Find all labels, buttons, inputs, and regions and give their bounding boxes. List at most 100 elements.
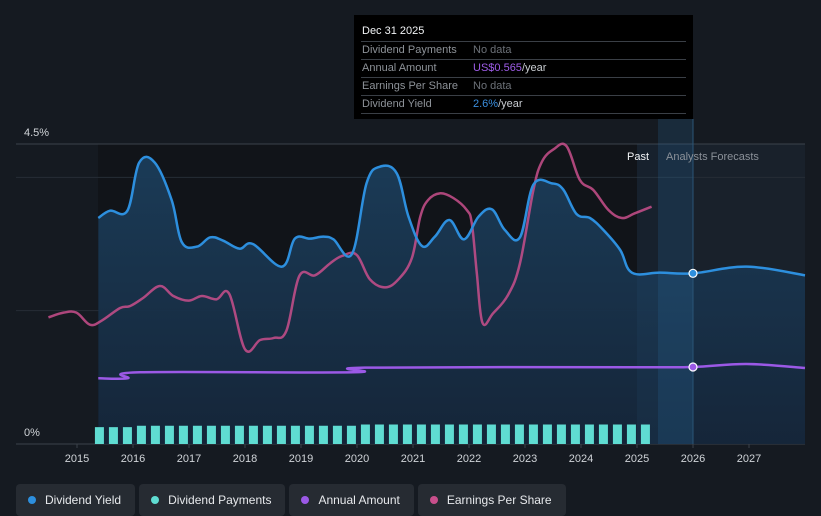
x-tick-label: 2019	[289, 453, 313, 465]
dividend-payment-bar[interactable]	[430, 424, 440, 445]
dividend-payment-bar[interactable]	[136, 425, 146, 444]
annual-amount-marker	[688, 362, 698, 372]
tooltip-row-dividend-yield: Dividend Yield 2.6%/year	[361, 96, 686, 114]
tooltip: Dec 31 2025 Dividend Payments No data An…	[354, 15, 693, 119]
dividend-payment-bar[interactable]	[150, 425, 160, 444]
legend: Dividend Yield Dividend Payments Annual …	[16, 484, 566, 516]
x-tick-label: 2027	[737, 453, 761, 465]
dividend-payment-bar[interactable]	[598, 424, 608, 445]
y-tick-label-zero: 0%	[24, 427, 40, 439]
dividend-payment-bar[interactable]	[108, 427, 118, 444]
dividend-payment-bar[interactable]	[248, 425, 258, 444]
dividend-payments-bars	[94, 424, 650, 445]
tooltip-value: 2.6%/year	[473, 96, 523, 113]
dividend-payment-bar[interactable]	[458, 424, 468, 445]
dividend-payments-dot-icon	[151, 496, 160, 504]
tooltip-row-earnings-per-share: Earnings Per Share No data	[361, 78, 686, 96]
x-tick-label: 2025	[625, 453, 649, 465]
dividend-payment-bar[interactable]	[290, 425, 300, 444]
dividend-payment-bar[interactable]	[500, 424, 510, 445]
value-text: 2.6%	[473, 98, 499, 110]
tooltip-row-dividend-payments: Dividend Payments No data	[361, 42, 686, 60]
value-text: No data	[473, 80, 512, 92]
dividend-payment-bar[interactable]	[514, 424, 524, 445]
tooltip-value: No data	[473, 78, 512, 95]
x-tick-label: 2017	[177, 453, 201, 465]
x-tick-label: 2026	[681, 453, 705, 465]
legend-label: Annual Amount	[318, 493, 400, 507]
x-axis: 2015 2016 2017 2018 2019 2020 2021 2022 2023 2024…	[65, 444, 761, 465]
x-tick-label: 2024	[569, 453, 593, 465]
x-tick-label: 2022	[457, 453, 481, 465]
dividend-payment-bar[interactable]	[444, 424, 454, 445]
dividend-payment-bar[interactable]	[122, 427, 132, 444]
earnings-per-share-line	[48, 142, 653, 353]
unit-text: /year	[498, 98, 523, 110]
legend-label: Earnings Per Share	[446, 493, 552, 507]
annual-amount-line	[98, 362, 806, 381]
dividend-payment-bar[interactable]	[556, 424, 566, 445]
dividend-payment-bar[interactable]	[220, 425, 230, 444]
annual-amount-dot-icon	[301, 496, 310, 504]
dividend-payment-bar[interactable]	[612, 424, 622, 445]
dividend-payment-bar[interactable]	[94, 427, 104, 444]
dividend-payment-bar[interactable]	[262, 425, 272, 444]
x-tick-label: 2016	[121, 453, 145, 465]
dividend-payment-bar[interactable]	[192, 425, 202, 444]
dividend-payment-bar[interactable]	[416, 424, 426, 445]
tooltip-label: Annual Amount	[362, 62, 437, 74]
dividend-payment-bar[interactable]	[178, 425, 188, 444]
dividend-payment-bar[interactable]	[528, 424, 538, 445]
dividend-payment-bar[interactable]	[570, 424, 580, 445]
dividend-payment-bar[interactable]	[472, 424, 482, 445]
tooltip-date: Dec 31 2025	[361, 21, 686, 42]
tooltip-row-annual-amount: Annual Amount US$0.565/year	[361, 60, 686, 78]
dividend-payment-bar[interactable]	[206, 425, 216, 444]
x-tick-label: 2021	[401, 453, 425, 465]
value-text: No data	[473, 44, 512, 56]
dividend-chart: 2015 2016 2017 2018 2019 2020 2021 2022 2023 2024…	[16, 119, 806, 465]
x-tick-label: 2023	[513, 453, 537, 465]
dividend-payment-bar[interactable]	[318, 425, 328, 444]
past-label: Past	[627, 151, 649, 163]
legend-item-annual-amount[interactable]: Annual Amount	[289, 484, 414, 516]
unit-text: /year	[521, 62, 547, 74]
legend-item-dividend-payments[interactable]: Dividend Payments	[139, 484, 286, 516]
tooltip-value: No data	[473, 42, 512, 59]
tooltip-value: US$0.565/year	[473, 60, 546, 77]
earnings-per-share-dot-icon	[429, 496, 438, 504]
dividend-payment-bar[interactable]	[164, 425, 174, 444]
tooltip-label: Dividend Payments	[362, 44, 457, 56]
value-text: US$0.565	[473, 62, 522, 74]
analysts-forecasts-label: Analysts Forecasts	[666, 151, 759, 163]
legend-item-earnings-per-share[interactable]: Earnings Per Share	[417, 484, 566, 516]
dividend-payment-bar[interactable]	[640, 424, 650, 445]
legend-label: Dividend Yield	[45, 493, 122, 507]
dividend-payment-bar[interactable]	[402, 424, 412, 445]
legend-item-dividend-yield[interactable]: Dividend Yield	[16, 484, 136, 516]
dividend-yield-line	[97, 155, 806, 277]
dividend-payment-bar[interactable]	[374, 424, 384, 445]
tooltip-label: Earnings Per Share	[362, 80, 458, 92]
dividend-payment-bar[interactable]	[584, 424, 594, 445]
tooltip-label: Dividend Yield	[362, 98, 432, 110]
dividend-yield-marker	[688, 268, 698, 278]
dividend-payment-bar[interactable]	[332, 425, 342, 444]
dividend-payment-bar[interactable]	[626, 424, 636, 445]
dividend-payment-bar[interactable]	[388, 424, 398, 445]
dividend-yield-dot-icon	[28, 496, 36, 504]
hover-band	[637, 144, 693, 444]
dividend-payment-bar[interactable]	[234, 425, 244, 444]
hover-band-highlight	[658, 119, 693, 444]
dividend-payment-bar[interactable]	[346, 425, 356, 444]
x-tick-label: 2018	[233, 453, 257, 465]
dividend-payment-bar[interactable]	[304, 425, 314, 444]
legend-label: Dividend Payments	[168, 493, 272, 507]
dividend-payment-bar[interactable]	[486, 424, 496, 445]
dividend-payment-bar[interactable]	[542, 424, 552, 445]
dividend-payment-bar[interactable]	[360, 424, 370, 445]
dividend-payment-bar[interactable]	[276, 425, 286, 444]
y-tick-label-top: 4.5%	[24, 127, 49, 139]
x-tick-label: 2020	[345, 453, 369, 465]
x-tick-label: 2015	[65, 453, 89, 465]
